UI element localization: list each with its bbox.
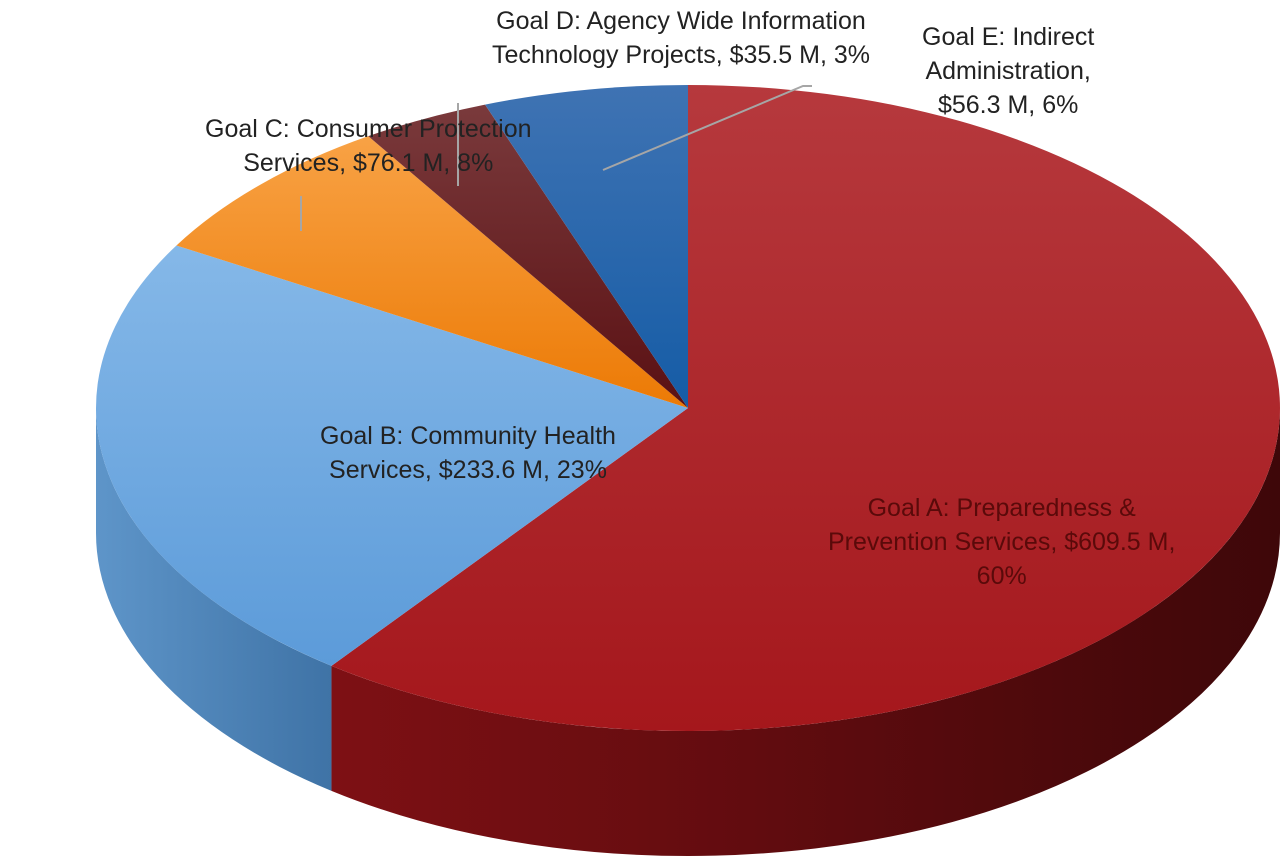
pie-slice-b [96,245,688,666]
data-label-goal-e: Goal E: Indirect Administration, $56.3 M… [922,23,1095,119]
pie-side-a [331,408,1281,856]
data-label-goal-c: Goal C: Consumer Protection Services, $7… [205,115,532,177]
pie-slice-c [176,136,689,408]
data-label-goal-d: Goal D: Agency Wide Information Technolo… [492,7,870,69]
pie-side-b [96,408,332,791]
leader-line-goal-e [602,85,812,171]
pie-slice-e [485,85,688,408]
data-label-goal-b: Goal B: Community Health Services, $233.… [320,422,616,484]
pie-slice-d [368,104,688,408]
pie-slice-a [331,84,1281,731]
data-label-goal-a: Goal A: Preparedness & Prevention Servic… [828,494,1176,590]
